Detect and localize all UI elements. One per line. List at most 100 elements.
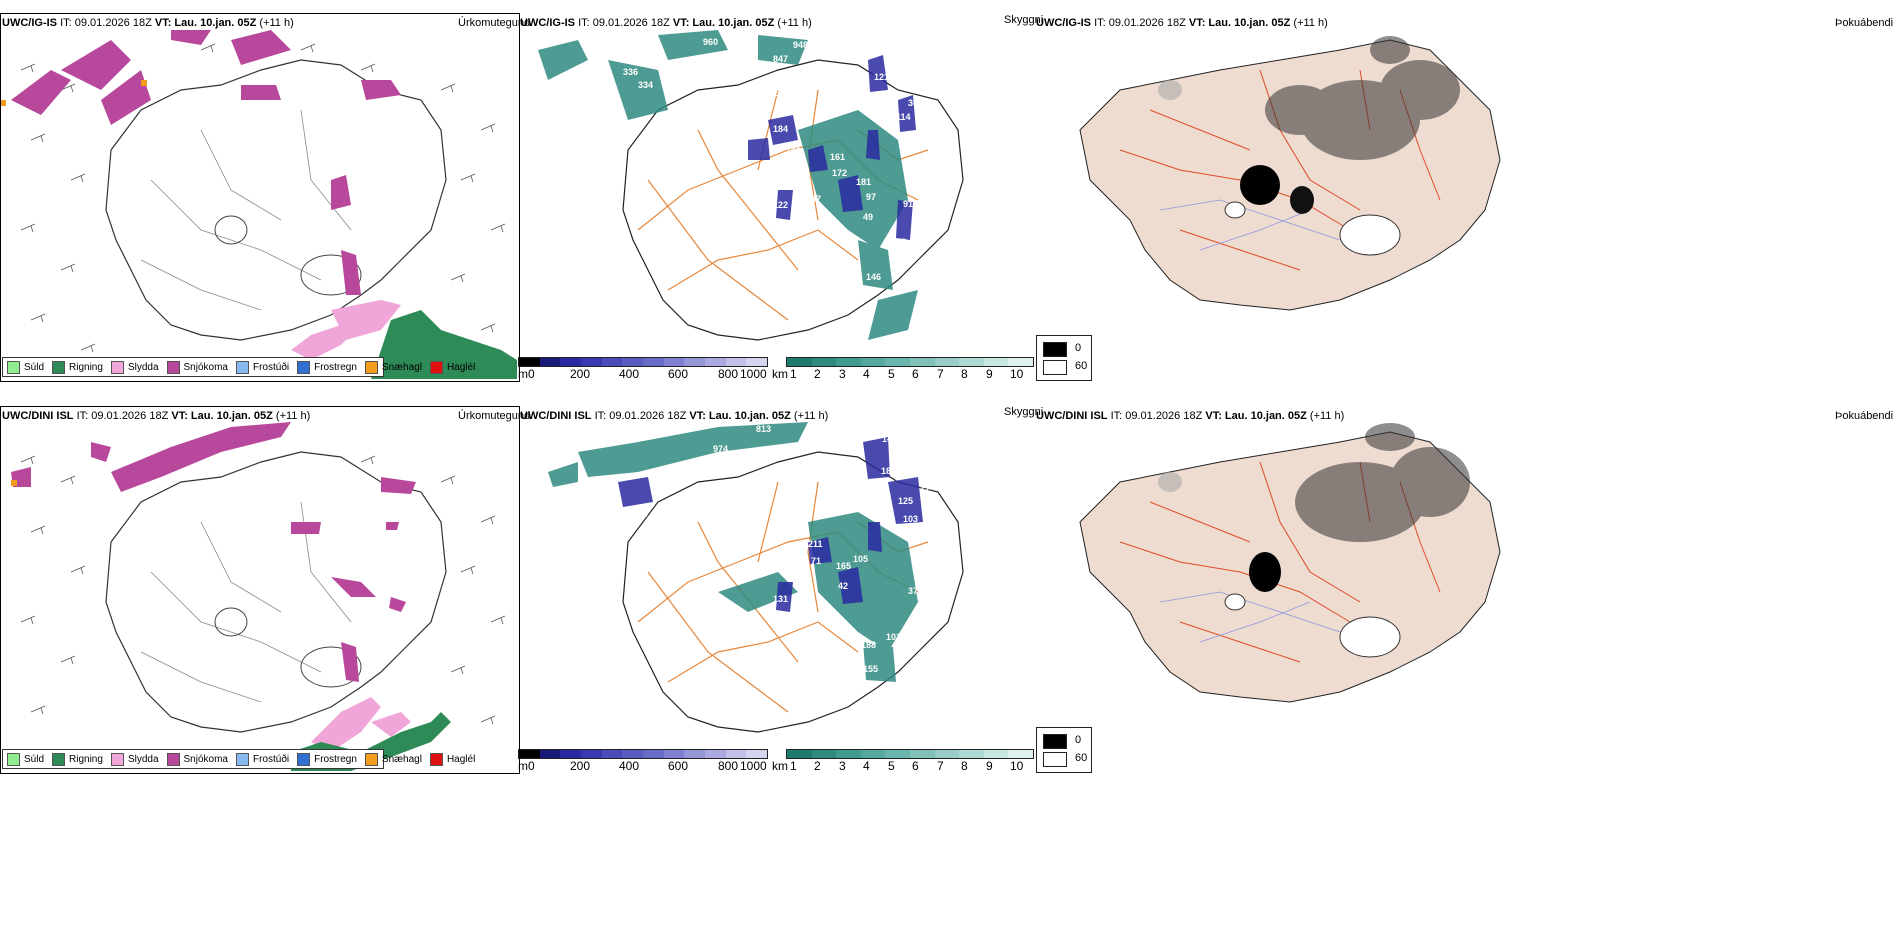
row2-visibility-colorbar: km 1 2 3 4 5 6 7 8 9 10 — [772, 749, 1034, 773]
row2-precip-header: UWC/DINI ISL IT: 09.01.2026 18Z VT: Lau.… — [2, 410, 311, 422]
vis-label: 813 — [756, 424, 771, 434]
vis-label: 38 — [896, 237, 906, 247]
row2-vis-title: Skyggni — [1004, 406, 1044, 418]
fog-legend-label: 60 — [1075, 752, 1088, 764]
legend-item-rigning: Rigning — [52, 360, 103, 374]
row2-precip-map — [11, 422, 506, 771]
row2-vis-map: 974 813 230 40 131 211 165 105 42 188 15… — [548, 422, 964, 733]
row2-fog-header: UWC/DINI ISL IT: 09.01.2026 18Z VT: Lau.… — [1036, 410, 1345, 422]
vis-label: 960 — [703, 37, 718, 47]
vis-label: 161 — [830, 152, 845, 162]
tick: 200 — [570, 367, 591, 381]
tick: 9 — [986, 367, 993, 381]
precip-type-panel-row2 — [0, 406, 520, 774]
row2-precip-legend: Súld Rigning Slydda Snjókoma Frostúði Fr… — [2, 749, 475, 769]
vis-label: 37 — [908, 586, 918, 596]
vis-label: 188 — [861, 640, 876, 650]
legend-item-frostudi: Frostúði — [235, 752, 289, 766]
vis-label: 104 — [913, 215, 928, 225]
vis-label: 240 — [773, 88, 788, 98]
tick: 7 — [937, 759, 944, 773]
tick: 2 — [814, 759, 821, 773]
vis-label: 87 — [811, 194, 821, 204]
precip-type-panel-row1 — [0, 13, 520, 382]
tick: 8 — [961, 367, 968, 381]
row1-model: UWC/IG-IS — [2, 17, 57, 29]
vis-label: 40 — [638, 509, 648, 519]
legend-item-hagel: Haglél — [429, 360, 475, 374]
tick: 7 — [937, 367, 944, 381]
tick: 9 — [986, 759, 993, 773]
legend-item-sudl: Súld — [7, 360, 44, 374]
vis-label: 14 — [933, 511, 943, 521]
vis-labels-row1: 960 948 847 240 334 336 184 100 122 209 … — [623, 37, 928, 282]
row1-precip-title: Úrkomutegund — [458, 17, 531, 29]
tick: 3 — [839, 367, 846, 381]
cloudbase-unit: m — [518, 367, 528, 381]
legend-item-snjokoma: Snjókoma — [166, 752, 228, 766]
legend-item-slydda: Slydda — [110, 752, 159, 766]
legend-item-snaehagl: Snæhagl — [364, 360, 422, 374]
fog-legend-label: 0 — [1075, 734, 1082, 746]
vis-label: 92 — [913, 607, 923, 617]
vis-label: 172 — [832, 168, 847, 178]
tick: 400 — [619, 759, 640, 773]
vis-label: 18 — [881, 466, 891, 476]
vis-label: 103 — [903, 514, 918, 524]
vis-label: 165 — [836, 561, 851, 571]
vis-label: 181 — [856, 177, 871, 187]
vis-label: 101 — [886, 632, 901, 642]
row2-fog-legend: 0 60 — [1036, 727, 1092, 773]
vis-label: 125 — [898, 496, 913, 506]
vis-label: 121 — [874, 72, 889, 82]
tick: 6 — [912, 367, 919, 381]
row1-visibility-colorbar: km 1 2 3 4 5 6 7 8 9 10 — [772, 357, 1034, 381]
vis-label: 49 — [863, 212, 873, 222]
row2-fog-map — [1079, 423, 1501, 703]
tick: 4 — [863, 367, 870, 381]
tick: 10 — [1010, 759, 1024, 773]
vis-label: 847 — [773, 54, 788, 64]
tick: 1000 — [740, 367, 767, 381]
visibility-unit: km — [772, 367, 788, 381]
tick: 5 — [888, 759, 895, 773]
tick: 200 — [570, 759, 591, 773]
vis-label: 12 — [920, 484, 930, 494]
tick: 800 — [718, 759, 739, 773]
row2-cloudbase-colorbar: m 0 200 400 600 800 1000 — [518, 749, 768, 773]
row2-vis-header: UWC/DINI ISL IT: 09.01.2026 18Z VT: Lau.… — [520, 410, 829, 422]
vis-label: 146 — [866, 272, 881, 282]
row1-precip-map — [1, 30, 517, 379]
tick: 2 — [814, 367, 821, 381]
fog-legend-label: 60 — [1075, 360, 1088, 372]
row1-vis-map: 960 948 847 240 334 336 184 100 122 209 … — [538, 30, 964, 341]
vis-label: 131 — [773, 594, 788, 604]
tick: 600 — [668, 367, 689, 381]
vis-label: 100 — [786, 146, 801, 156]
vis-label: 97 — [866, 192, 876, 202]
vis-label: 230 — [658, 484, 673, 494]
vis-label: 91 — [903, 199, 913, 209]
row1-precip-header: UWC/IG-IS IT: 09.01.2026 18Z VT: Lau. 10… — [2, 17, 294, 29]
tick: 600 — [668, 759, 689, 773]
vis-label: 155 — [863, 664, 878, 674]
legend-item-snjokoma: Snjókoma — [166, 360, 228, 374]
legend-item-sudl: Súld — [7, 752, 44, 766]
row1-fog-legend: 0 60 — [1036, 335, 1092, 381]
tick: 4 — [863, 759, 870, 773]
vis-label: 184 — [773, 124, 788, 134]
fog-shading — [1265, 36, 1460, 160]
vis-label: 334 — [638, 80, 653, 90]
row1-vis-title: Skyggni — [1004, 14, 1044, 26]
vis-label: 948 — [793, 40, 808, 50]
legend-item-frostudi: Frostúði — [235, 360, 289, 374]
legend-item-rigning: Rigning — [52, 752, 103, 766]
row1-fog-map — [1079, 36, 1501, 311]
row2-fog-title: Þokuábendi — [1835, 410, 1894, 422]
tick: 0 — [528, 759, 535, 773]
fog-legend-label: 0 — [1075, 342, 1082, 354]
legend-item-slydda: Slydda — [110, 360, 159, 374]
legend-item-frostregn: Frostregn — [297, 360, 357, 374]
vis-label: 211 — [808, 539, 823, 549]
row1-cloudbase-colorbar: m 0 200 400 600 800 1000 — [518, 357, 768, 381]
